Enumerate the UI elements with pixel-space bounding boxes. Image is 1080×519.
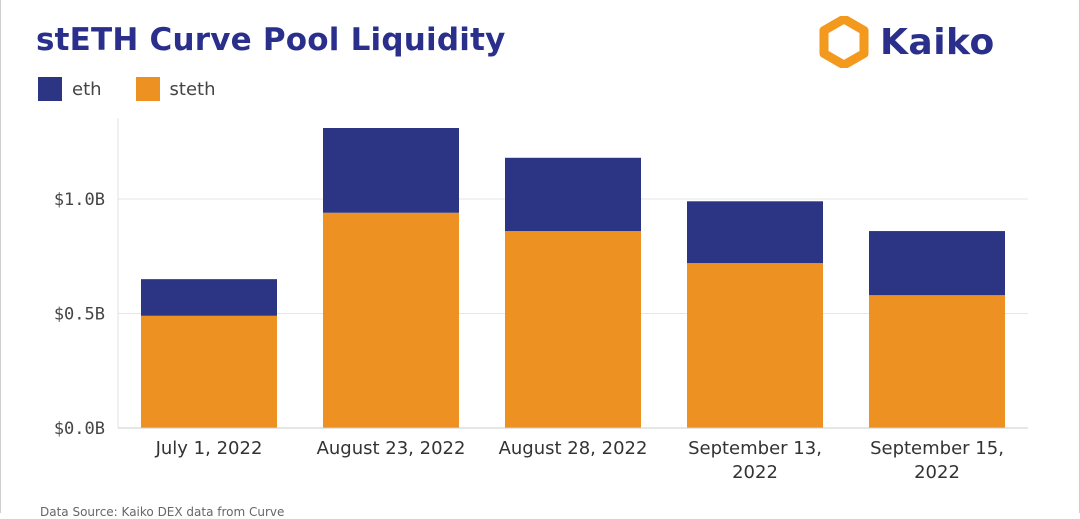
x-tick-label: August 23, 2022 (317, 438, 466, 459)
chart-title: stETH Curve Pool Liquidity (36, 22, 506, 58)
bar-steth (323, 212, 459, 428)
bar-steth (687, 263, 823, 428)
legend-swatch-eth (38, 77, 62, 101)
bar-steth (505, 231, 641, 428)
legend-swatch-steth (135, 77, 160, 101)
legend-item-steth[interactable]: steth (135, 77, 216, 101)
x-tick-label: September 15, 2022 (870, 438, 1004, 483)
data-source-note: Data Source: Kaiko DEX data from Curve (40, 505, 285, 519)
bar-eth (505, 157, 641, 232)
x-tick-label: September 13, 2022 (688, 438, 822, 483)
bar-steth (869, 295, 1005, 428)
brand-logo: Kaiko (818, 14, 995, 70)
x-tick-label: July 1, 2022 (155, 438, 263, 459)
y-tick-label: $0.0B (54, 419, 105, 439)
bar-eth (869, 231, 1005, 296)
y-tick-label: $0.5B (54, 305, 105, 325)
x-tick-label: August 28, 2022 (499, 438, 648, 459)
bar-eth (687, 201, 823, 264)
legend-label-steth: steth (169, 78, 216, 100)
legend: eth steth (38, 76, 250, 102)
brand-name: Kaiko (880, 21, 995, 63)
y-tick-label: $1.0B (54, 190, 105, 210)
bar-steth (141, 315, 277, 428)
bar-eth (323, 128, 459, 213)
legend-label-eth: eth (72, 78, 102, 100)
kaiko-logo-icon (819, 16, 869, 68)
bar-eth (141, 279, 277, 316)
legend-item-eth[interactable]: eth (38, 77, 102, 101)
